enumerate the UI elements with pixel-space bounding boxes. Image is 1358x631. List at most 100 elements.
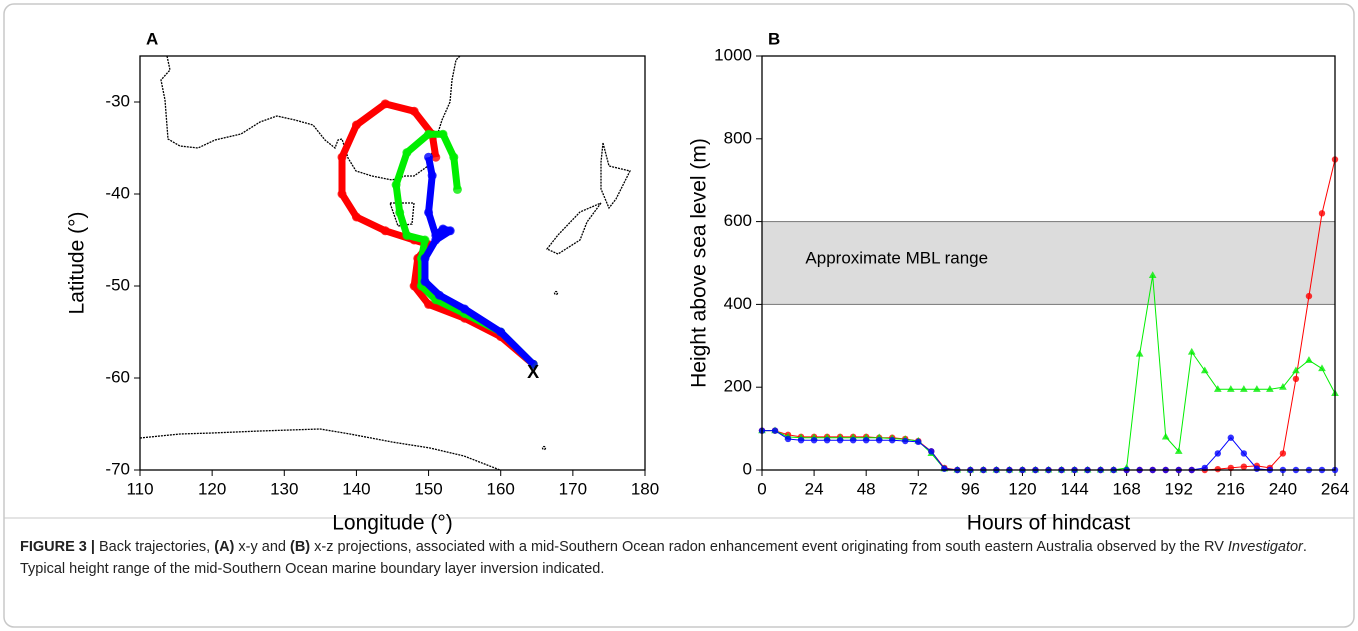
marker — [460, 304, 470, 314]
marker — [1240, 463, 1248, 470]
marker — [784, 435, 792, 443]
annotation: X — [527, 362, 539, 382]
x-tick-label: 48 — [857, 479, 876, 498]
marker — [915, 438, 922, 446]
plot-frame — [761, 55, 1336, 471]
x-tick-label: 130 — [270, 479, 298, 498]
marker — [862, 436, 870, 444]
marker — [420, 235, 430, 245]
marker — [1305, 292, 1313, 300]
caption-text: . Typical height range of the mid-Southe… — [20, 539, 1307, 577]
figure-border — [3, 3, 1355, 628]
caption: FIGURE 3 | Back trajectories, (A) x-y an… — [20, 536, 1330, 580]
coast-antarctica — [139, 428, 501, 471]
x-tick-label: 168 — [1112, 479, 1140, 498]
x-axis-label: Longitude (°) — [332, 512, 452, 535]
y-tick-label: -40 — [105, 183, 130, 202]
marker — [1161, 432, 1170, 440]
coast-tasmania — [389, 202, 415, 227]
y-tick-label: -60 — [105, 367, 130, 386]
y-tick-label: 400 — [724, 294, 752, 313]
marker — [771, 427, 779, 434]
series-line — [762, 159, 1336, 471]
marker — [1279, 450, 1287, 457]
x-tick-label: 150 — [414, 479, 442, 498]
marker — [427, 171, 437, 181]
caption-panel: (A) — [214, 539, 235, 555]
marker — [941, 465, 948, 472]
x-tick-label: 120 — [198, 479, 226, 498]
x-tick-label: 180 — [631, 479, 659, 498]
y-tick-label: 1000 — [714, 45, 752, 64]
marker — [431, 152, 441, 162]
x-tick-label: 140 — [342, 479, 370, 498]
annotation: Approximate MBL range — [805, 248, 988, 267]
marker — [409, 106, 419, 116]
marker — [380, 99, 390, 109]
marker — [849, 436, 857, 444]
marker — [528, 359, 538, 369]
marker — [1227, 434, 1235, 441]
x-tick-label: 24 — [805, 479, 824, 498]
marker — [1213, 385, 1222, 392]
caption-figure: FIGURE 3 | — [20, 539, 95, 555]
caption-panel: (B) — [289, 539, 311, 555]
marker — [438, 129, 448, 139]
x-tick-label: 192 — [1165, 479, 1193, 498]
x-tick-label: 0 — [757, 479, 766, 498]
marker — [1292, 366, 1300, 374]
x-tick-label: 120 — [1008, 479, 1036, 498]
marker — [1318, 364, 1326, 372]
marker — [823, 436, 831, 444]
coast-nz-north — [600, 142, 631, 210]
marker — [1292, 375, 1300, 383]
marker — [928, 448, 935, 455]
marker — [420, 253, 430, 263]
marker — [402, 148, 412, 158]
marker — [876, 436, 883, 444]
marker — [1318, 210, 1326, 217]
y-tick-label: 600 — [724, 211, 752, 230]
coast-nz-south — [545, 202, 602, 255]
marker — [1135, 349, 1144, 357]
marker — [902, 437, 909, 445]
plot-frame — [139, 55, 646, 471]
marker — [424, 129, 434, 139]
marker — [1174, 447, 1183, 454]
marker — [889, 436, 896, 444]
marker — [438, 224, 448, 234]
x-tick-label: 216 — [1217, 479, 1245, 498]
marker — [1148, 271, 1157, 278]
marker — [1214, 450, 1221, 457]
panel-label: A — [146, 29, 158, 48]
marker — [409, 281, 419, 291]
x-tick-label: 264 — [1321, 479, 1349, 498]
marker — [351, 212, 361, 222]
panel-label: B — [768, 29, 780, 48]
marker — [1187, 347, 1196, 355]
y-tick-label: 0 — [743, 459, 752, 478]
coastlines — [139, 55, 631, 471]
caption-text: x-z projections, associated with a mid-S… — [310, 539, 1228, 555]
marker — [449, 152, 459, 162]
marker — [1279, 383, 1287, 390]
marker — [337, 189, 347, 199]
caption-ship: Investigator — [1227, 539, 1303, 555]
marker — [434, 290, 444, 300]
marker — [337, 152, 347, 162]
marker — [836, 436, 844, 444]
caption-text: x-y and — [234, 539, 290, 555]
marker — [1214, 465, 1221, 473]
marker — [797, 436, 805, 444]
marker — [452, 184, 462, 194]
x-axis-label: Hours of hindcast — [967, 512, 1131, 535]
marker — [424, 152, 434, 162]
marker — [810, 436, 818, 444]
x-tick-label: 160 — [487, 479, 515, 498]
series-line — [392, 130, 536, 367]
y-axis-label: Latitude (°) — [66, 212, 89, 315]
x-tick-label: 170 — [559, 479, 587, 498]
marker — [351, 120, 361, 130]
